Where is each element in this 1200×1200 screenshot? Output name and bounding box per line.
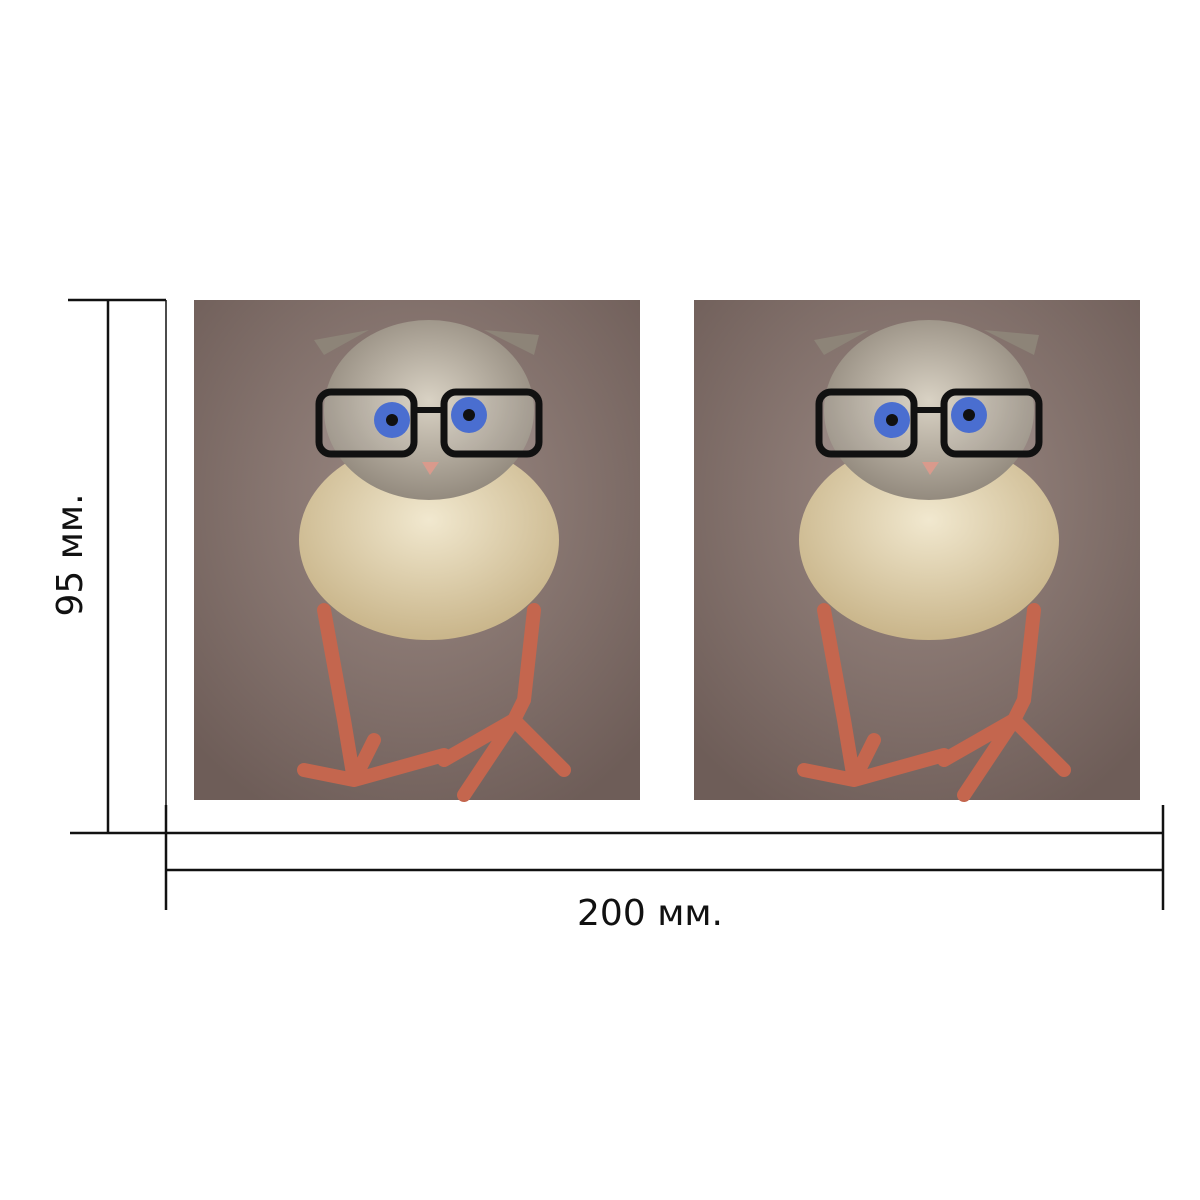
dimension-lines <box>68 298 1165 910</box>
photo-left <box>194 300 640 800</box>
height-label: 95 мм. <box>50 493 91 616</box>
photo-right <box>694 300 1140 800</box>
width-label: 200 мм. <box>577 893 723 934</box>
